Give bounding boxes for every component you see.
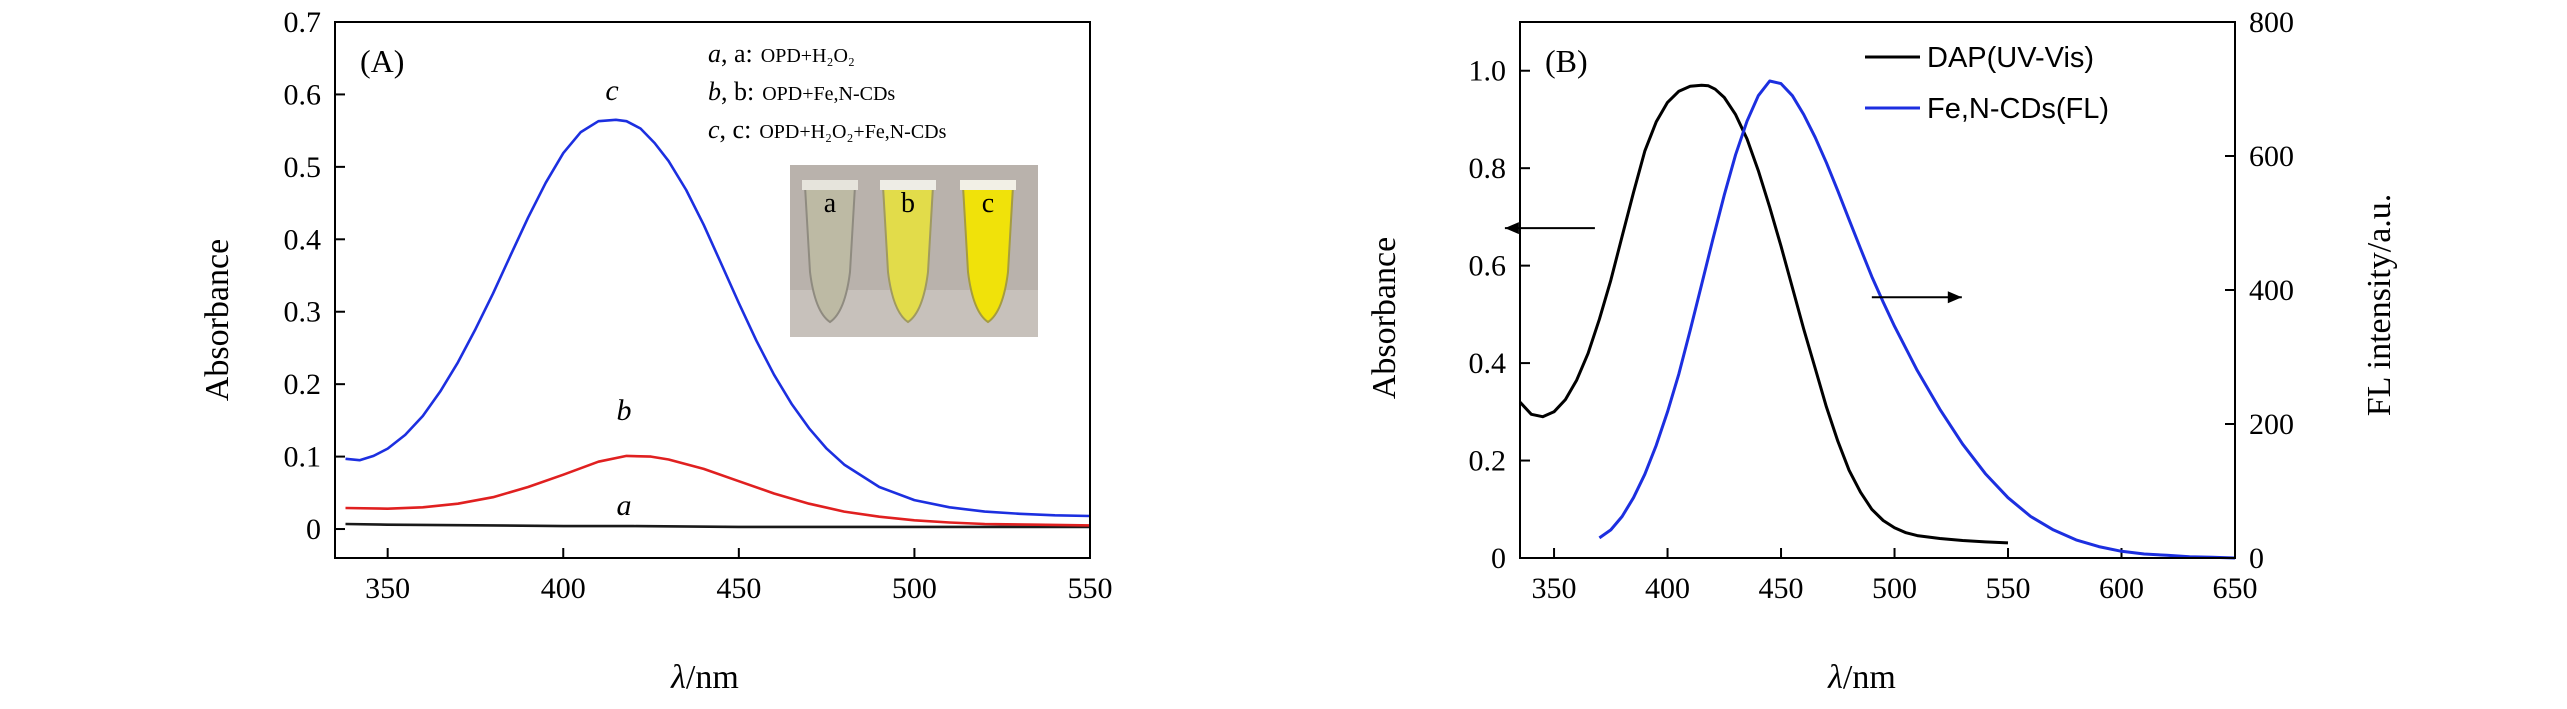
- series-c-line: [345, 118, 1091, 518]
- tube-a-label: a: [824, 188, 837, 219]
- panel-a-ticks: 350 400 450 500 550 0 0.1 0.2 0.3 0.4 0.5 0.6 0.7: [284, 6, 1113, 605]
- panel-b-xlabel: λ/nm: [1827, 659, 1896, 696]
- panel-b-xtick-label: 550: [1986, 572, 2031, 605]
- curve-label-b: b: [617, 394, 632, 427]
- panel-b-y2label: FL intensity/a.u.: [2361, 194, 2398, 417]
- series-fl-line: [1598, 79, 2236, 560]
- tube-b-body: [881, 185, 935, 324]
- panel-b-ytick-label: 1.0: [1469, 55, 1507, 88]
- panel-b-ytick-label: 0.2: [1469, 445, 1507, 478]
- legend-b-text: OPD+Fe,N-CDs: [762, 83, 895, 105]
- legend-b-entry: b, b: OPD+Fe,N-CDs: [708, 77, 895, 106]
- legend-a-key: a: [708, 39, 721, 68]
- panel-a-xlabel: λ/nm: [670, 659, 739, 696]
- panel-b-series: [1518, 79, 2236, 560]
- panel-b-ytick-label: 0: [1491, 542, 1506, 575]
- panel-a-ytick-label: 0.2: [284, 368, 322, 401]
- panel-b-arrows: [1504, 222, 1962, 304]
- panel-b-ytick-label: 0.8: [1469, 152, 1507, 185]
- panel-a-ytick-label: 0.1: [284, 441, 322, 474]
- tube-b-label: b: [901, 188, 915, 219]
- panel-b-y2tick-label: 0: [2249, 542, 2264, 575]
- legend-a-text: OPD+H₂O₂: [761, 45, 855, 67]
- legend-c-sep: , c:: [720, 115, 752, 144]
- panel-a-xtick-label: 550: [1068, 572, 1113, 605]
- panel-a-ytick-label: 0.6: [284, 78, 322, 111]
- panel-b-y2tick-label: 200: [2249, 408, 2294, 441]
- panel-a-label: (A): [360, 43, 404, 79]
- tube-a: a: [802, 180, 858, 324]
- panel-a-xtick-label: 350: [365, 572, 410, 605]
- legend-a-entry: a, a: OPD+H₂O₂: [708, 39, 855, 68]
- panel-b-xlabel-unit: /nm: [1843, 659, 1896, 696]
- curve-label-a: a: [617, 489, 632, 522]
- tube-c-label: c: [982, 188, 994, 219]
- legend-c-entry: c, c: OPD+H₂O₂+Fe,N-CDs: [708, 115, 947, 144]
- panel-b-xtick-label: 450: [1759, 572, 1804, 605]
- panel-b-ticks: 350 400 450 500 550 600 65000.20.40.60.81.0020…: [1469, 6, 2295, 605]
- panel-a-xtick-label: 450: [716, 572, 761, 605]
- panel-a-ytick-label: 0: [306, 513, 321, 546]
- legend-dap-label: DAP(UV-Vis): [1927, 42, 2094, 74]
- panel-b-xtick-label: 600: [2099, 572, 2144, 605]
- panel-a-ytick-label: 0.5: [284, 151, 322, 184]
- panel-a-xtick-label: 400: [541, 572, 586, 605]
- tube-a-cap: [802, 180, 858, 190]
- legend-b-sep: , b:: [721, 77, 754, 106]
- panel-b-y2tick-label: 400: [2249, 274, 2294, 307]
- panel-b-frame: [1519, 21, 2236, 559]
- legend-a-sep: , a:: [721, 39, 753, 68]
- panel-a-series: [345, 118, 1091, 529]
- panel-b-label: (B): [1545, 43, 1588, 79]
- panel-a-ylabel: Absorbance: [199, 239, 236, 401]
- panel-a-legend: a, a: OPD+H₂O₂ b, b: OPD+Fe,N-CDs c, c: OPD…: [708, 39, 947, 144]
- panel-b-ytick-label: 0.4: [1469, 347, 1507, 380]
- panel-b-ytick-label: 0.6: [1469, 250, 1507, 283]
- panel-b-xtick-label: 500: [1872, 572, 1917, 605]
- tube-c: c: [960, 180, 1016, 324]
- panel-a-ytick-label: 0.4: [284, 223, 322, 256]
- panel-a-xtick-label: 500: [892, 572, 937, 605]
- arrow-right-head: [1947, 291, 1962, 304]
- panel-b-xtick-label: 400: [1645, 572, 1690, 605]
- panel-a-ytick-label: 0.7: [284, 6, 322, 39]
- arrow-left-head: [1504, 222, 1519, 235]
- panel-b-xtick-label: 350: [1532, 572, 1577, 605]
- panel-a: 350 400 450 500 550 0 0.1 0.2 0.3 0.4 0.5 0.6 0.7 (A…: [199, 6, 1113, 696]
- curve-label-c: c: [605, 74, 618, 107]
- series-b-line: [345, 454, 1091, 527]
- tube-c-body: [961, 185, 1015, 324]
- panel-b-xlabel-var: λ: [1827, 659, 1843, 696]
- legend-c-text: OPD+H₂O₂+Fe,N-CDs: [759, 121, 946, 143]
- tube-a-body: [803, 185, 857, 324]
- panel-b-legend: DAP(UV-Vis) Fe,N-CDs(FL): [1865, 42, 2109, 125]
- panel-b: 350 400 450 500 550 600 65000.20.40.60.81.0020…: [1366, 6, 2398, 696]
- legend-c-key: c: [708, 115, 720, 144]
- tube-c-cap: [960, 180, 1016, 190]
- panel-a-xlabel-var: λ: [670, 659, 686, 696]
- panel-b-y2tick-label: 800: [2249, 6, 2294, 39]
- panel-b-y2tick-label: 600: [2249, 140, 2294, 173]
- panel-b-ylabel: Absorbance: [1366, 237, 1403, 399]
- panel-a-ytick-label: 0.3: [284, 296, 322, 329]
- panel-b-xtick-label: 650: [2213, 572, 2258, 605]
- panel-a-frame: [334, 21, 1091, 559]
- tube-b: b: [880, 180, 936, 324]
- legend-fl-label: Fe,N-CDs(FL): [1927, 93, 2109, 125]
- series-a-line: [345, 522, 1090, 529]
- legend-b-key: b: [708, 77, 721, 106]
- panel-a-xlabel-unit: /nm: [686, 659, 739, 696]
- tube-b-cap: [880, 180, 936, 190]
- series-dap-line: [1518, 83, 2009, 545]
- panel-a-inset-photo: a b c: [790, 165, 1038, 337]
